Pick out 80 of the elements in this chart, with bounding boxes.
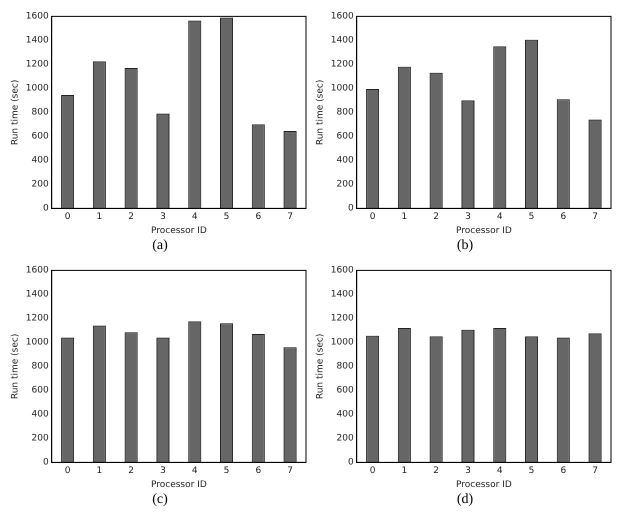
y-tick-label: 800 bbox=[32, 108, 49, 118]
y-tick-label: 1400 bbox=[330, 36, 354, 46]
y-tick-label: 600 bbox=[336, 386, 354, 396]
x-axis-title: Processor ID bbox=[150, 480, 207, 490]
x-axis-title: Processor ID bbox=[456, 226, 512, 236]
y-tick-label: 1600 bbox=[26, 266, 49, 276]
x-tick-label: 0 bbox=[370, 466, 376, 476]
y-tick-label: 400 bbox=[32, 410, 49, 420]
y-tick-label: 0 bbox=[348, 458, 354, 468]
y-tick-label: 200 bbox=[32, 180, 49, 190]
x-tick-label: 3 bbox=[160, 212, 166, 222]
x-tick-label: 7 bbox=[592, 466, 598, 476]
x-tick-label: 4 bbox=[496, 212, 503, 222]
x-tick-label: 6 bbox=[560, 212, 566, 222]
y-tick-label: 400 bbox=[336, 410, 354, 420]
x-tick-label: 0 bbox=[370, 212, 376, 222]
x-tick-label: 2 bbox=[128, 466, 134, 476]
x-tick-label: 1 bbox=[96, 212, 102, 222]
x-tick-label: 7 bbox=[287, 466, 293, 476]
x-tick-label: 3 bbox=[465, 466, 471, 476]
y-tick-label: 200 bbox=[336, 180, 354, 190]
y-tick-label: 1000 bbox=[330, 84, 354, 94]
x-tick-label: 7 bbox=[592, 212, 598, 222]
x-tick-label: 6 bbox=[255, 466, 262, 476]
y-axis-title: Run time (sec) bbox=[316, 334, 326, 400]
y-tick-label: 1400 bbox=[26, 290, 49, 300]
y-tick-label: 1200 bbox=[26, 60, 49, 70]
text: (b) bbox=[456, 237, 474, 255]
y-tick-label: 0 bbox=[42, 204, 49, 214]
y-tick-label: 1600 bbox=[26, 12, 49, 22]
y-tick-label: 0 bbox=[348, 204, 354, 214]
x-tick-label: 0 bbox=[64, 212, 71, 222]
y-tick-label: 1600 bbox=[330, 12, 354, 22]
y-tick-label: 1000 bbox=[26, 338, 49, 348]
y-tick-label: 600 bbox=[32, 132, 49, 142]
y-tick-label: 1200 bbox=[330, 60, 354, 70]
x-tick-label: 6 bbox=[255, 212, 262, 222]
x-tick-label: 2 bbox=[433, 466, 440, 476]
y-axis-title: Run time (sec) bbox=[10, 334, 21, 400]
x-tick-label: 3 bbox=[465, 212, 471, 222]
y-tick-label: 1000 bbox=[330, 338, 354, 348]
x-tick-label: 2 bbox=[433, 212, 440, 222]
x-tick-label: 5 bbox=[224, 466, 230, 476]
text: (a) bbox=[151, 237, 169, 255]
y-tick-label: 600 bbox=[32, 386, 49, 396]
y-tick-label: 1400 bbox=[330, 290, 354, 300]
y-axis-title: Run time (sec) bbox=[316, 80, 326, 146]
x-tick-label: 5 bbox=[528, 212, 534, 222]
y-tick-label: 200 bbox=[336, 434, 354, 444]
x-tick-label: 1 bbox=[402, 466, 408, 476]
y-tick-label: 800 bbox=[32, 362, 49, 372]
y-tick-label: 400 bbox=[336, 156, 354, 166]
x-tick-label: 4 bbox=[192, 466, 198, 476]
y-tick-label: 800 bbox=[336, 362, 354, 372]
y-tick-label: 1600 bbox=[330, 266, 354, 276]
x-tick-label: 4 bbox=[192, 212, 198, 222]
x-tick-label: 6 bbox=[560, 466, 566, 476]
x-tick-label: 1 bbox=[402, 212, 408, 222]
y-axis-title: Run time (sec) bbox=[10, 80, 21, 146]
x-tick-label: 2 bbox=[128, 212, 134, 222]
x-tick-label: 0 bbox=[64, 466, 71, 476]
x-tick-label: 1 bbox=[96, 466, 102, 476]
x-tick-label: 5 bbox=[528, 466, 534, 476]
y-tick-label: 1000 bbox=[26, 84, 49, 94]
y-tick-label: 0 bbox=[42, 458, 49, 468]
x-axis-title: Processor ID bbox=[456, 480, 512, 490]
x-tick-label: 5 bbox=[224, 212, 230, 222]
x-axis-title: Processor ID bbox=[150, 226, 207, 236]
text: (c) bbox=[151, 491, 169, 509]
y-tick-label: 200 bbox=[32, 434, 49, 444]
y-tick-label: 1200 bbox=[330, 314, 354, 324]
y-tick-label: 1400 bbox=[26, 36, 49, 46]
y-tick-label: 1200 bbox=[26, 314, 49, 324]
x-tick-label: 4 bbox=[496, 466, 503, 476]
y-tick-label: 400 bbox=[32, 156, 49, 166]
x-tick-label: 7 bbox=[287, 212, 293, 222]
x-tick-label: 3 bbox=[160, 466, 166, 476]
text: (d) bbox=[456, 491, 474, 509]
y-tick-label: 800 bbox=[336, 108, 354, 118]
y-tick-label: 600 bbox=[336, 132, 354, 142]
